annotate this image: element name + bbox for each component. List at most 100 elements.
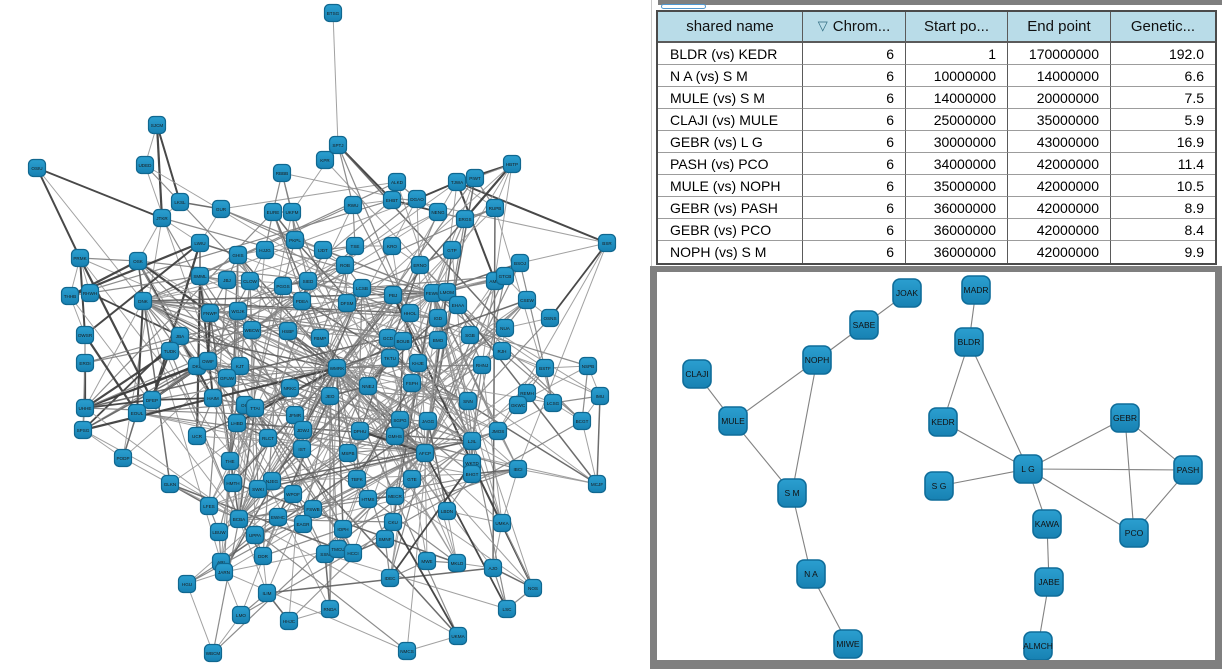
svg-text:BLDR: BLDR bbox=[958, 337, 981, 347]
svg-text:ROB: ROB bbox=[340, 263, 350, 268]
svg-text:SGB: SGB bbox=[465, 333, 475, 338]
svg-text:RWU: RWU bbox=[348, 203, 359, 208]
svg-text:IBCI: IBCI bbox=[514, 467, 523, 472]
svg-text:BCGT: BCGT bbox=[576, 419, 589, 424]
svg-text:LSC: LSC bbox=[503, 607, 513, 612]
svg-text:WPOF: WPOF bbox=[286, 492, 300, 497]
svg-text:FNWP: FNWP bbox=[203, 311, 217, 316]
svg-text:MECR: MECR bbox=[388, 494, 402, 499]
svg-text:LCSB: LCSB bbox=[356, 286, 368, 291]
svg-text:JFMR: JFMR bbox=[289, 413, 302, 418]
svg-text:NOS: NOS bbox=[528, 586, 538, 591]
svg-text:GMHS: GMHS bbox=[388, 434, 402, 439]
svg-text:GLKN: GLKN bbox=[164, 482, 177, 487]
svg-text:JTKR: JTKR bbox=[156, 216, 168, 221]
svg-text:UPPA: UPPA bbox=[249, 533, 262, 538]
svg-text:HMTH: HMTH bbox=[226, 481, 239, 486]
svg-text:RUPB: RUPB bbox=[489, 206, 502, 211]
svg-text:LWIU: LWIU bbox=[194, 241, 205, 246]
svg-text:MSPB: MSPB bbox=[341, 451, 354, 456]
svg-text:EURE: EURE bbox=[267, 210, 280, 215]
svg-text:CLOW: CLOW bbox=[243, 279, 257, 284]
svg-text:JBJ: JBJ bbox=[223, 278, 231, 283]
svg-text:GTE: GTE bbox=[407, 477, 416, 482]
svg-text:DNK: DNK bbox=[138, 299, 149, 304]
svg-text:WMRK: WMRK bbox=[330, 366, 345, 371]
svg-text:BTSG: BTSG bbox=[327, 11, 340, 16]
svg-text:GFUW: GFUW bbox=[220, 376, 235, 381]
svg-text:OSIU: OSIU bbox=[31, 166, 42, 171]
svg-text:HTMS: HTMS bbox=[361, 497, 374, 502]
svg-text:IOPH: IOPH bbox=[337, 527, 348, 532]
svg-text:UKMA: UKMA bbox=[451, 634, 465, 639]
svg-text:TBFK: TBFK bbox=[351, 477, 364, 482]
svg-text:DGAO: DGAO bbox=[410, 197, 424, 202]
svg-text:JBA: JBA bbox=[176, 334, 185, 339]
svg-text:LHBD: LHBD bbox=[231, 421, 244, 426]
svg-text:TJWA: TJWA bbox=[451, 180, 464, 185]
svg-text:OSK: OSK bbox=[133, 259, 144, 264]
svg-text:MIWE: MIWE bbox=[836, 639, 859, 649]
svg-text:ARI: ARI bbox=[217, 560, 225, 565]
svg-text:OWIF: OWIF bbox=[202, 359, 214, 364]
svg-text:SGPG: SGPG bbox=[393, 418, 407, 423]
svg-text:SPSG: SPSG bbox=[77, 428, 90, 433]
svg-text:JABE: JABE bbox=[1038, 577, 1060, 587]
svg-text:IDEC: IDEC bbox=[385, 576, 397, 581]
svg-text:LBDN: LBDN bbox=[441, 509, 453, 514]
svg-text:TSE: TSE bbox=[351, 244, 360, 249]
svg-text:GTCB: GTCB bbox=[499, 274, 512, 279]
svg-text:MKLD: MKLD bbox=[451, 561, 464, 566]
svg-text:TMCU: TMCU bbox=[331, 547, 344, 552]
svg-text:KEDR: KEDR bbox=[931, 417, 955, 427]
svg-text:PBJ: PBJ bbox=[389, 293, 397, 298]
svg-text:SNN: SNN bbox=[463, 399, 473, 404]
svg-text:HBTP: HBTP bbox=[506, 162, 518, 167]
svg-text:IGD: IGD bbox=[434, 316, 443, 321]
svg-text:WBCW: WBCW bbox=[244, 328, 260, 333]
svg-text:FBMP: FBMP bbox=[314, 336, 327, 341]
svg-text:CLAJI: CLAJI bbox=[685, 369, 708, 379]
svg-text:UMKA: UMKA bbox=[495, 521, 509, 526]
svg-text:RHNJ: RHNJ bbox=[476, 363, 488, 368]
svg-text:PIWT: PIWT bbox=[469, 176, 481, 181]
svg-text:OIK: OIK bbox=[241, 403, 250, 408]
svg-text:RNDA: RNDA bbox=[323, 607, 337, 612]
svg-text:LKSL: LKSL bbox=[174, 200, 186, 205]
svg-text:GHIS: GHIS bbox=[232, 253, 243, 258]
svg-text:SABE: SABE bbox=[853, 320, 876, 330]
svg-text:PASH: PASH bbox=[1177, 465, 1200, 475]
svg-text:EWHC: EWHC bbox=[271, 515, 286, 520]
svg-text:NUA: NUA bbox=[500, 326, 511, 331]
svg-text:JARN: JARN bbox=[218, 570, 230, 575]
svg-text:S G: S G bbox=[932, 481, 947, 491]
svg-text:SMML: SMML bbox=[193, 274, 207, 279]
svg-text:KHJE: KHJE bbox=[412, 361, 424, 366]
svg-text:KAWA: KAWA bbox=[1035, 519, 1060, 529]
svg-text:MCJF: MCJF bbox=[591, 482, 603, 487]
svg-text:AFCP: AFCP bbox=[419, 451, 431, 456]
svg-text:BOUB: BOUB bbox=[396, 339, 409, 344]
svg-text:EHAA: EHAA bbox=[452, 303, 465, 308]
svg-text:FEWW: FEWW bbox=[426, 291, 441, 296]
svg-text:KRO: KRO bbox=[387, 244, 397, 249]
svg-text:HSBF: HSBF bbox=[282, 329, 294, 334]
svg-text:THE: THE bbox=[225, 459, 234, 464]
svg-text:BSTF: BSTF bbox=[539, 366, 551, 371]
svg-text:CKU: CKU bbox=[388, 520, 398, 525]
svg-text:HJJG: HJJG bbox=[259, 248, 271, 253]
svg-text:PCO: PCO bbox=[1125, 528, 1144, 538]
svg-text:BSOJ: BSOJ bbox=[514, 261, 526, 266]
svg-text:RJH: RJH bbox=[498, 349, 507, 354]
svg-text:MULE: MULE bbox=[721, 416, 745, 426]
svg-text:IJDT: IJDT bbox=[318, 248, 328, 253]
svg-text:JAGG: JAGG bbox=[422, 419, 435, 424]
svg-text:ALMCH: ALMCH bbox=[1023, 641, 1053, 651]
svg-text:GUR: GUR bbox=[216, 207, 227, 212]
svg-text:LMOM: LMOM bbox=[440, 290, 454, 295]
svg-text:DFEP: DFEP bbox=[146, 398, 158, 403]
svg-text:HAIM: HAIM bbox=[207, 396, 219, 401]
svg-text:ERNO: ERNO bbox=[413, 263, 427, 268]
svg-text:SMNF: SMNF bbox=[378, 537, 391, 542]
svg-text:NENG: NENG bbox=[431, 210, 445, 215]
